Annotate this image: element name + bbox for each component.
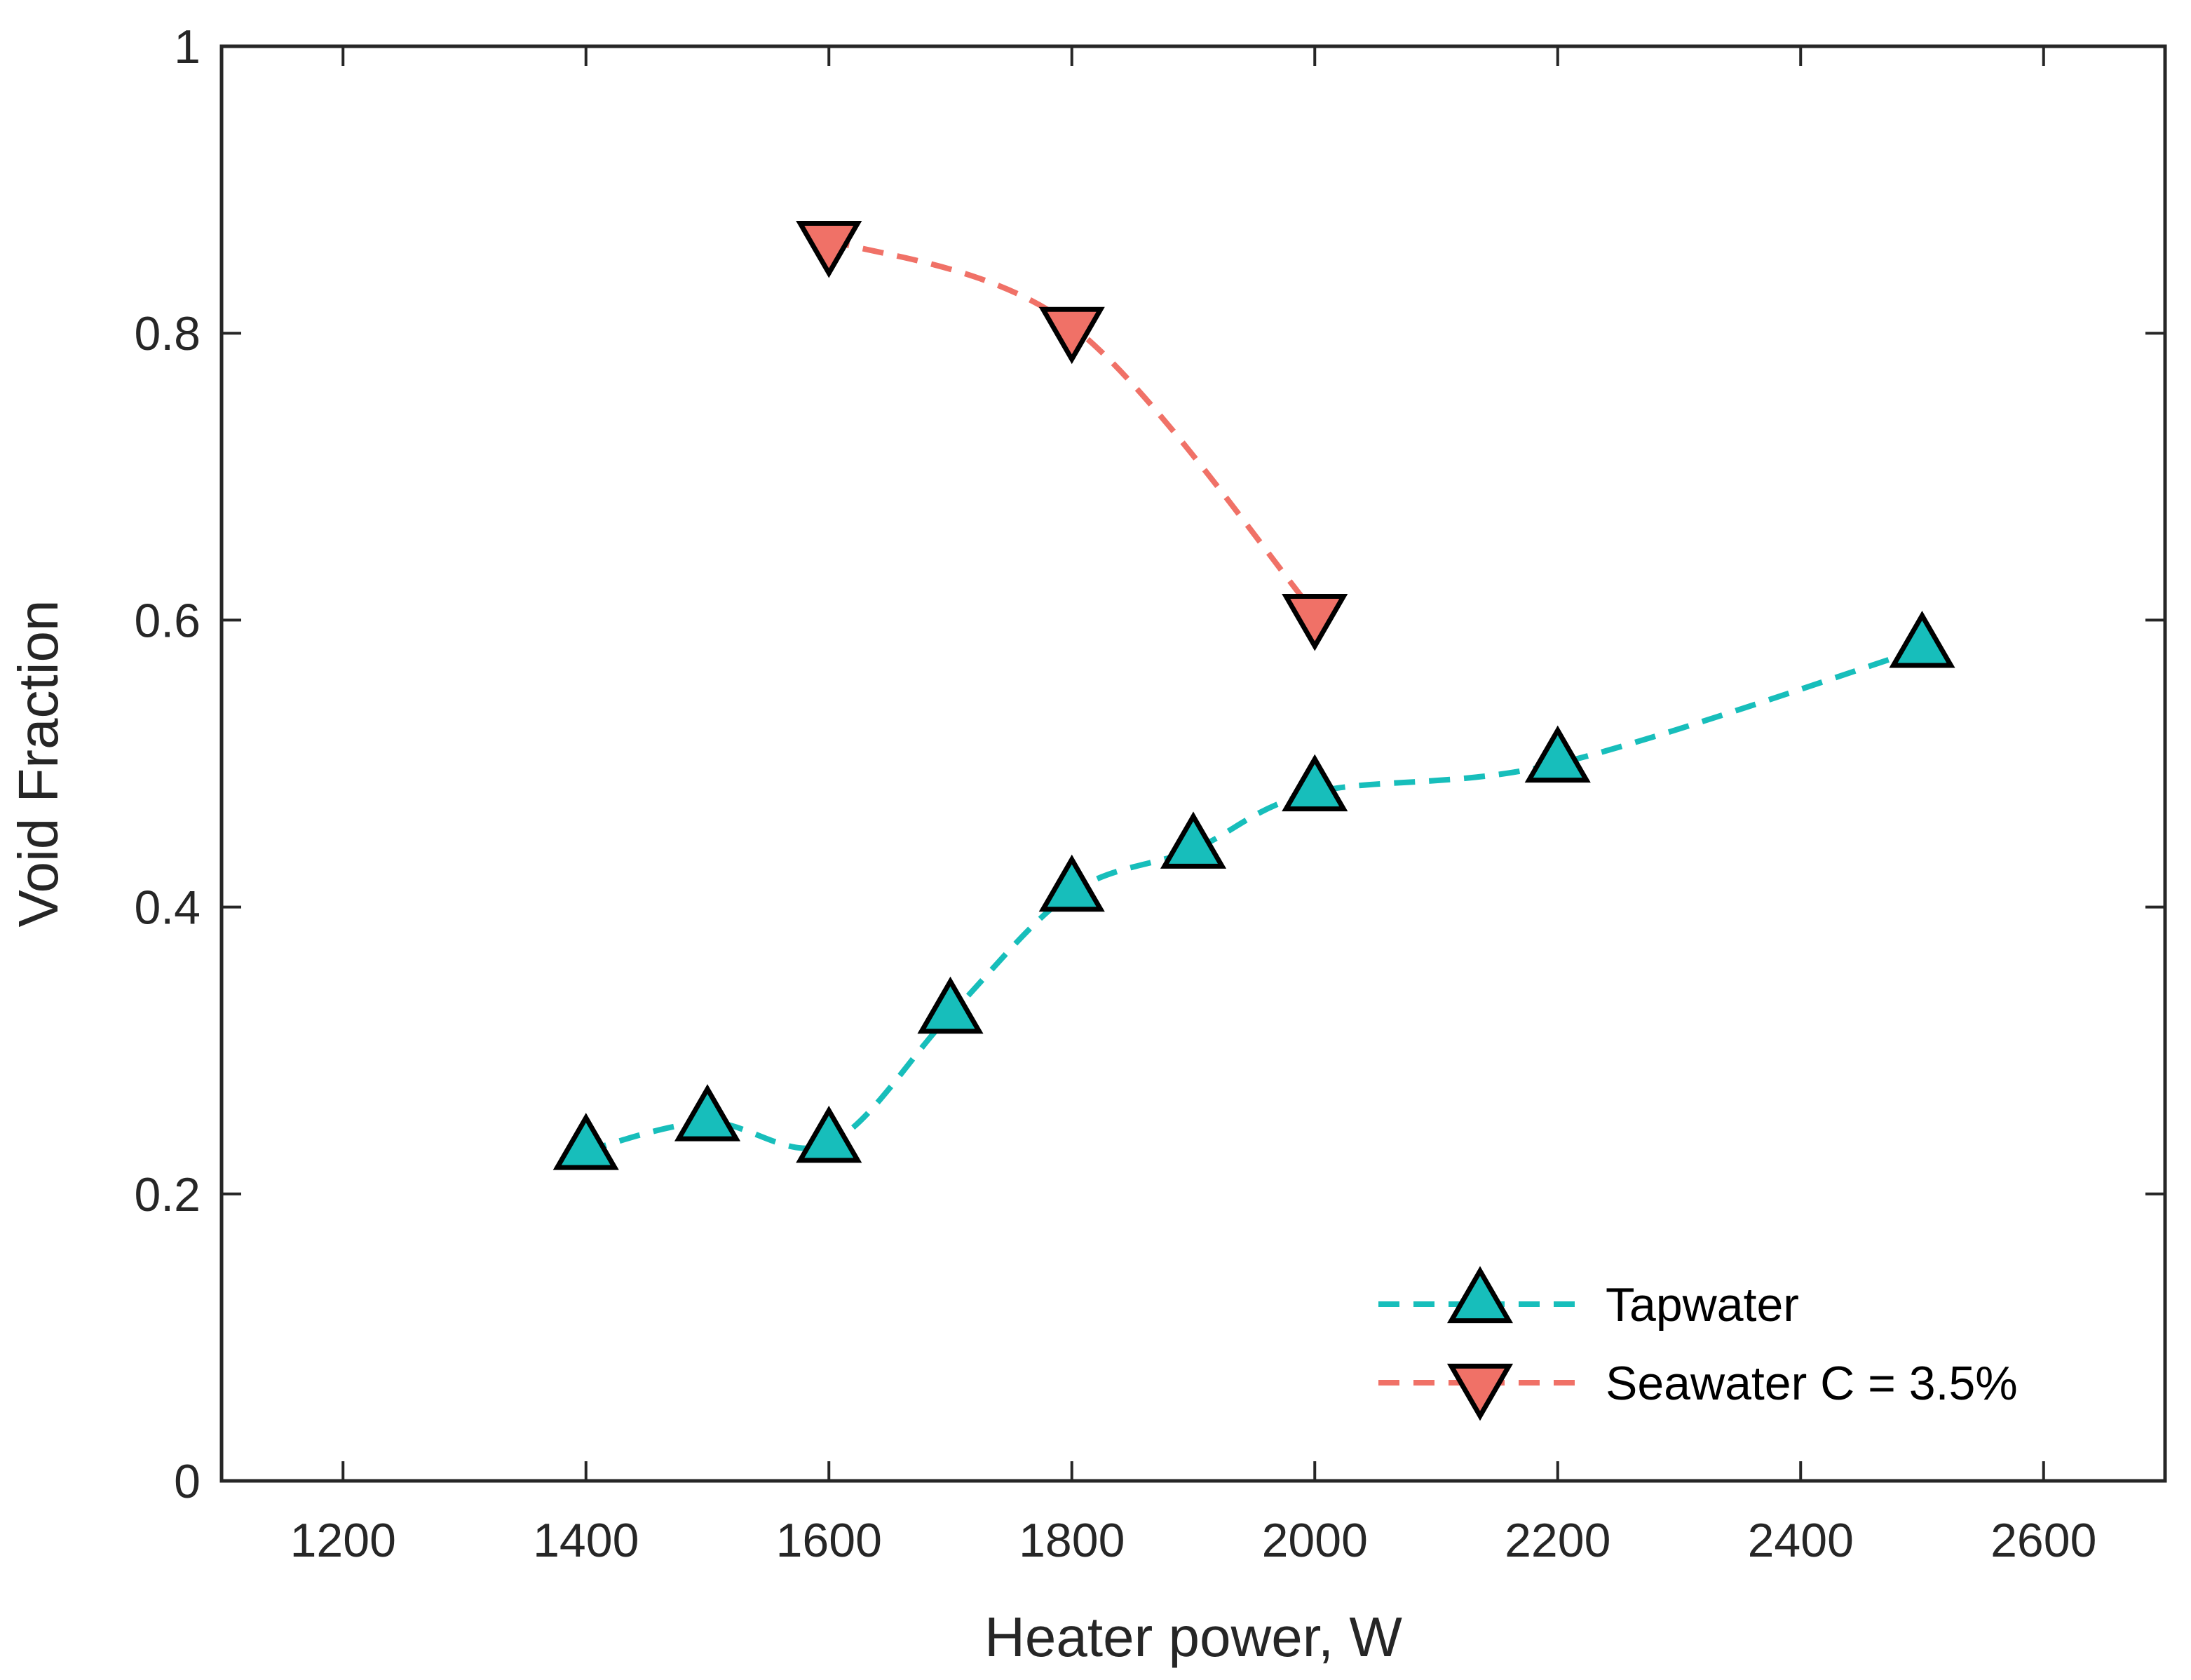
- legend: Tapwater Seawater C = 3.5%: [1360, 1255, 2103, 1444]
- x-tick-label: 2600: [1990, 1514, 2096, 1567]
- y-tick-label: 0.6: [134, 594, 201, 647]
- legend-label: Seawater C = 3.5%: [1606, 1357, 2018, 1410]
- x-tick-label: 1800: [1019, 1514, 1125, 1567]
- legend-entry-0: Tapwater: [1378, 1266, 1799, 1332]
- y-axis-title: Void Fraction: [7, 600, 69, 928]
- legend-marker: [1446, 1363, 1514, 1421]
- data-point: [1038, 306, 1105, 365]
- legend-entry-1: Seawater C = 3.5%: [1378, 1357, 2018, 1421]
- y-tick-label: 0: [174, 1455, 201, 1508]
- series-0: [552, 610, 1955, 1170]
- x-tick-label: 1400: [533, 1514, 639, 1567]
- data-point: [1282, 593, 1348, 651]
- y-tick-label: 0.8: [134, 307, 201, 360]
- x-tick-label: 1200: [290, 1514, 396, 1567]
- y-tick-labels: 0 0.2 0.4 0.6 0.8 1: [134, 20, 201, 1508]
- data-point: [1524, 725, 1591, 783]
- data-point: [1038, 854, 1105, 912]
- legend-label: Tapwater: [1606, 1278, 1799, 1332]
- data-point: [796, 221, 862, 278]
- data-point: [917, 976, 984, 1034]
- y-tick-label: 0.4: [134, 881, 201, 935]
- legend-marker: [1446, 1266, 1514, 1324]
- x-tick-labels: 1200 1400 1600 1800 2000 2200 2400 2600: [290, 1514, 2097, 1567]
- series-line: [585, 646, 1923, 1154]
- data-point: [1160, 811, 1227, 869]
- legend-entries: Tapwater Seawater C = 3.5%: [1378, 1266, 2018, 1421]
- x-axis-title: Heater power, W: [984, 1606, 1402, 1668]
- y-tick-label: 1: [174, 20, 201, 74]
- data-point: [552, 1113, 619, 1170]
- x-tick-label: 2400: [1748, 1514, 1854, 1567]
- x-tick-label: 2000: [1262, 1514, 1368, 1567]
- data-point: [796, 1105, 862, 1163]
- data-point: [1889, 610, 1955, 668]
- data-series: [552, 221, 1955, 1170]
- data-point: [1282, 754, 1348, 812]
- plot-frame: [219, 44, 2167, 1483]
- x-tick-label: 1600: [776, 1514, 882, 1567]
- tick-marks: [222, 45, 2165, 1482]
- data-point: [674, 1084, 741, 1142]
- y-tick-label: 0.2: [134, 1168, 201, 1221]
- x-tick-label: 2200: [1505, 1514, 1610, 1567]
- series-1: [796, 221, 1348, 651]
